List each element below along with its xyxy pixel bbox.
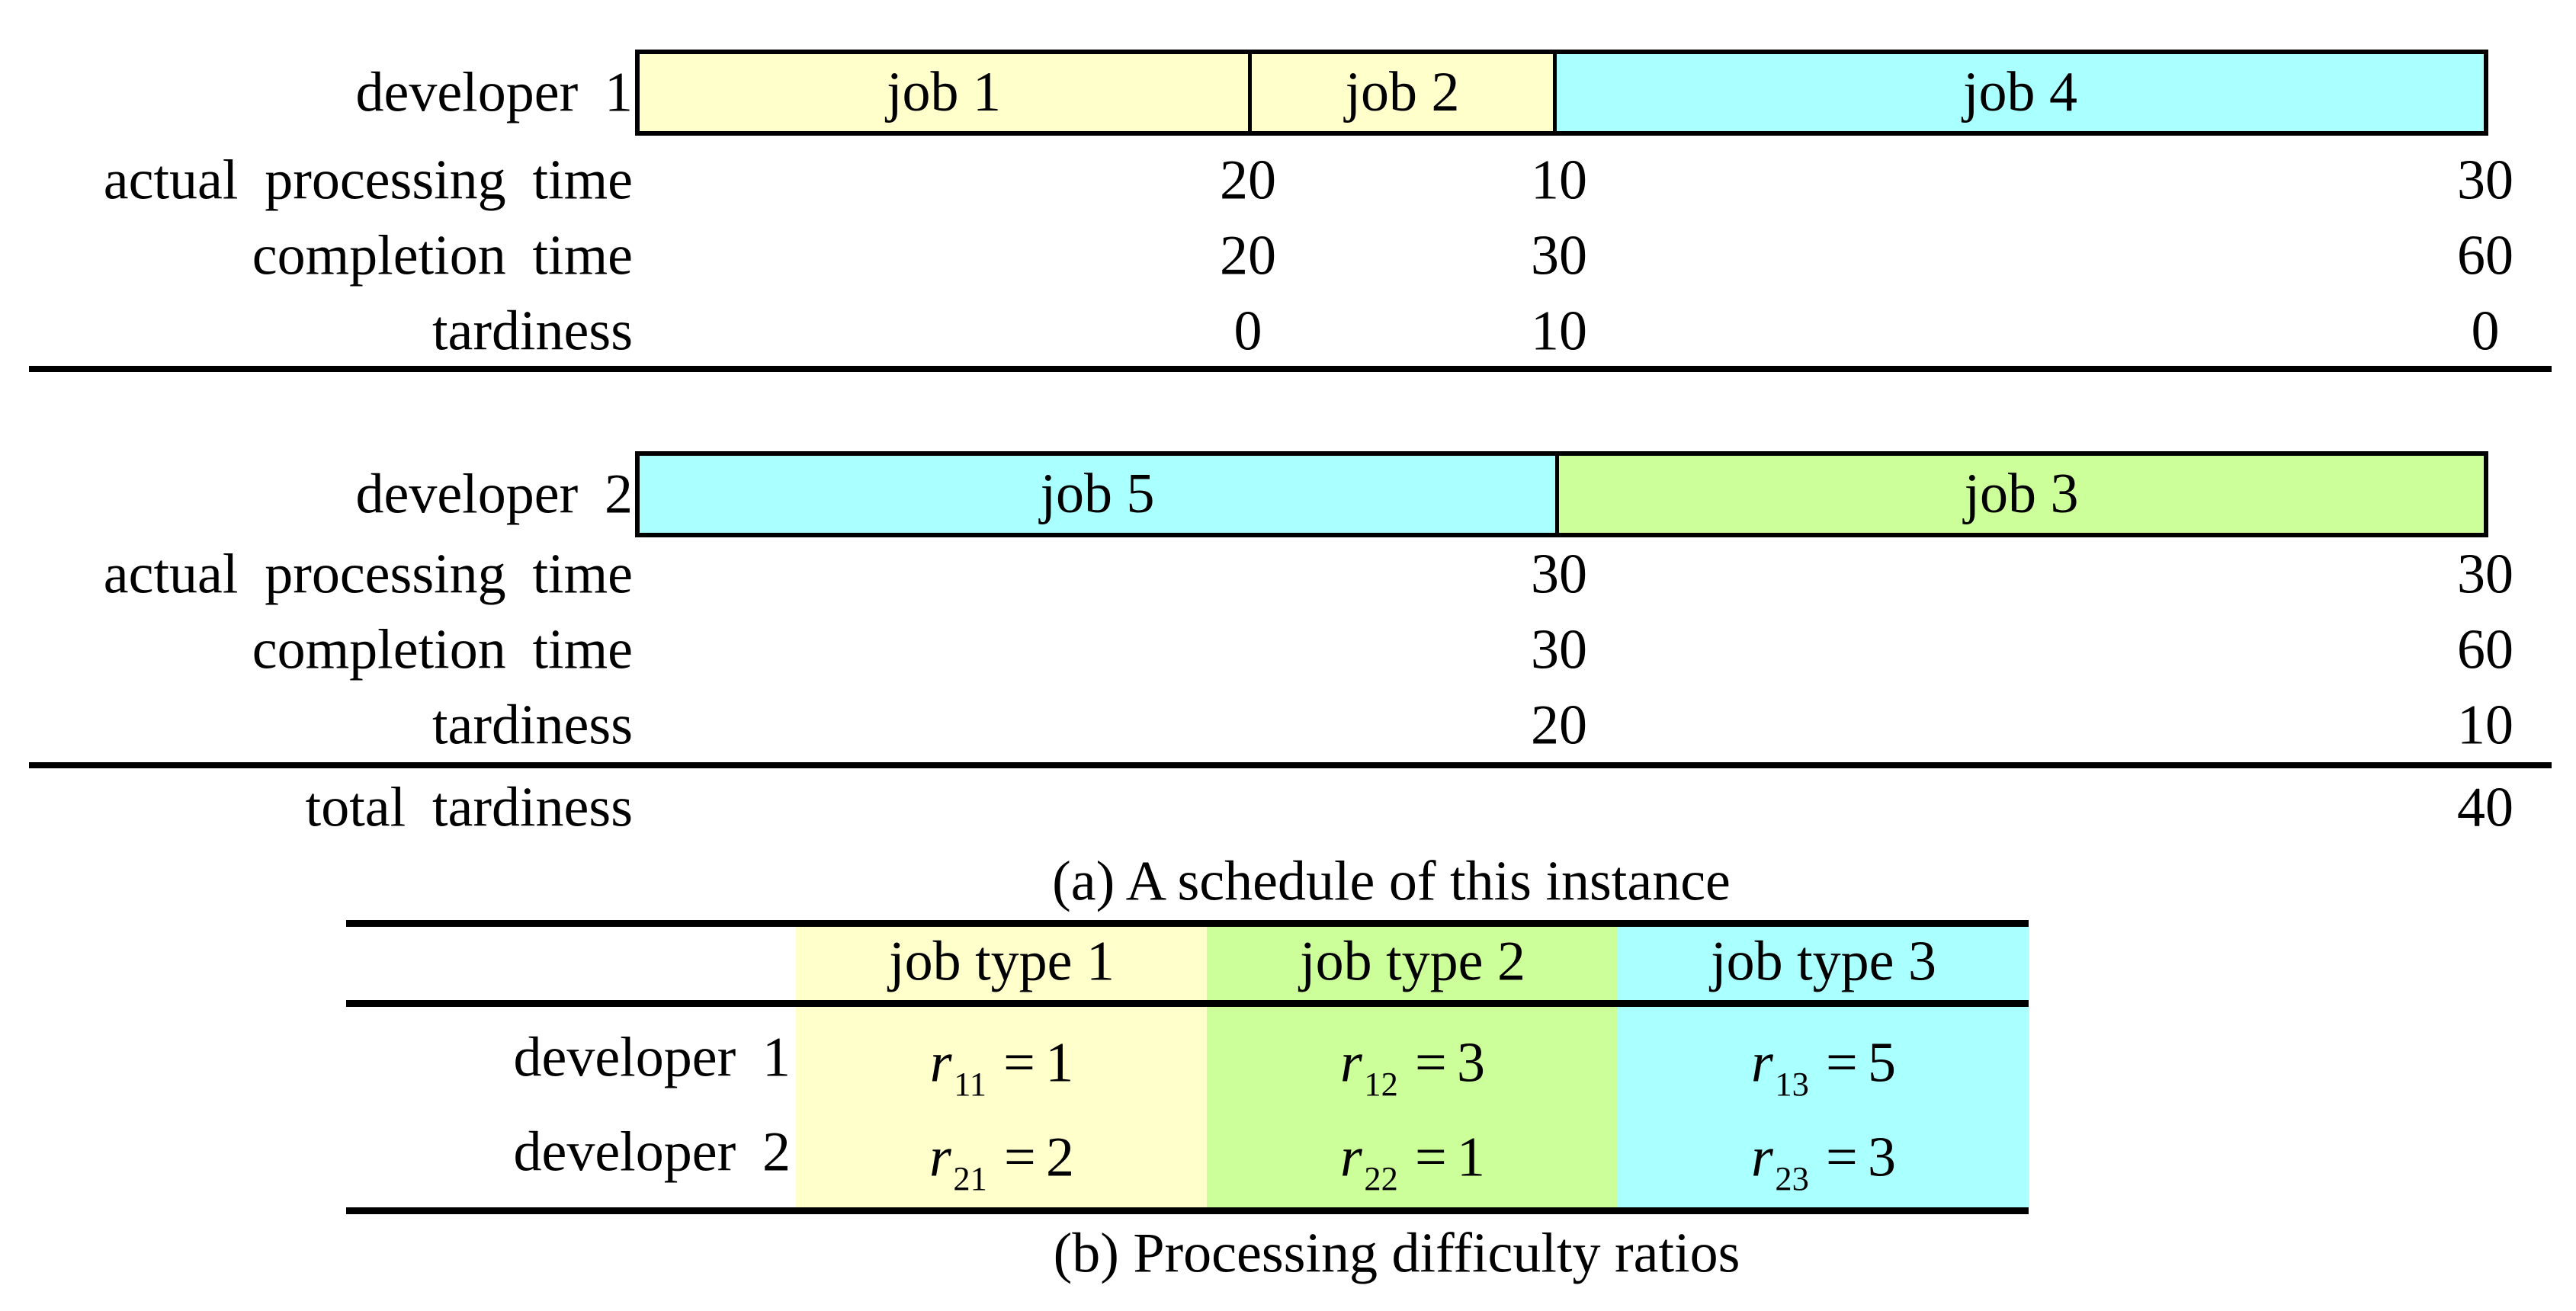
- equals-sign: =: [1003, 1031, 1035, 1095]
- table-bottom-rule: [346, 1207, 2029, 1214]
- dev1-tard-job4-value: 0: [2471, 300, 2500, 363]
- ratio-symbol: r: [1339, 1031, 1362, 1095]
- table-developer-1-label: developer 1: [513, 1026, 791, 1089]
- ratio-value: 2: [1046, 1126, 1075, 1189]
- developer-1-gantt-bar: job 1 job 2 job 4: [635, 50, 2488, 136]
- dev1-ct-job4-value: 60: [2457, 224, 2513, 287]
- job-3-label: job 3: [1964, 463, 2079, 525]
- ratio-subscript: 22: [1364, 1159, 1398, 1198]
- dev2-tard-job5-value: 20: [1531, 694, 1587, 757]
- dev2-actual-processing-time-label: actual processing time: [103, 543, 633, 606]
- ratio-value: 3: [1457, 1031, 1486, 1095]
- caption-b: (b) Processing difficulty ratios: [1053, 1222, 1740, 1285]
- dev2-ct-job3-value: 60: [2457, 618, 2513, 681]
- ratio-symbol: r: [1750, 1031, 1773, 1095]
- table-top-rule: [346, 920, 2029, 927]
- equals-sign: =: [1415, 1031, 1447, 1095]
- ratio-symbol: r: [929, 1031, 952, 1095]
- dev1-completion-time-label: completion time: [252, 224, 633, 287]
- dev1-apt-job1-value: 20: [1220, 149, 1276, 212]
- dev1-tardiness-label: tardiness: [431, 300, 633, 363]
- ratio-r11-cell: r11 = 1: [929, 1031, 1074, 1104]
- developer-1-label: developer 1: [355, 61, 633, 124]
- ratio-r12-cell: r12 = 3: [1339, 1031, 1486, 1104]
- job-2-label: job 2: [1345, 61, 1460, 123]
- ratio-symbol: r: [1339, 1126, 1362, 1189]
- ratio-symbol: r: [929, 1126, 951, 1189]
- job-type-3-column-background: [1618, 920, 2029, 1214]
- job-1-segment: job 1: [640, 54, 1248, 131]
- ratio-value: 3: [1868, 1126, 1897, 1189]
- developer-2-label: developer 2: [355, 463, 633, 526]
- job-1-label: job 1: [886, 61, 1002, 123]
- job-4-label: job 4: [1962, 61, 2078, 123]
- ratio-subscript: 21: [953, 1159, 987, 1198]
- total-tardiness-value: 40: [2457, 776, 2513, 839]
- dev1-actual-processing-time-label: actual processing time: [103, 149, 633, 212]
- dev1-tard-job2-value: 10: [1531, 300, 1587, 363]
- ratio-value: 1: [1045, 1031, 1074, 1095]
- ratio-subscript: 11: [954, 1065, 986, 1104]
- total-tardiness-label: total tardiness: [305, 776, 633, 839]
- table-developer-2-label: developer 2: [513, 1120, 791, 1184]
- dev1-apt-job4-value: 30: [2457, 149, 2513, 212]
- dev2-tardiness-label: tardiness: [431, 694, 633, 757]
- ratio-subscript: 23: [1775, 1159, 1809, 1198]
- header-job-type-3: job type 3: [1711, 930, 1936, 993]
- section-divider-line-1: [29, 366, 2552, 372]
- ratio-value: 1: [1457, 1126, 1486, 1189]
- ratio-symbol: r: [1750, 1126, 1773, 1189]
- ratio-r23-cell: r23 = 3: [1750, 1126, 1897, 1198]
- job-5-label: job 5: [1040, 463, 1155, 525]
- caption-a: (a) A schedule of this instance: [1052, 850, 1731, 913]
- table-header-rule: [346, 1000, 2029, 1007]
- dev1-ct-job2-value: 30: [1531, 224, 1587, 287]
- dev2-tard-job3-value: 10: [2457, 694, 2513, 757]
- section-divider-line-2: [29, 762, 2552, 768]
- dev2-completion-time-label: completion time: [252, 618, 633, 681]
- dev2-apt-job5-value: 30: [1531, 543, 1587, 606]
- developer-2-gantt-bar: job 5 job 3: [635, 451, 2488, 537]
- header-job-type-2: job type 2: [1300, 930, 1525, 993]
- ratio-r13-cell: r13 = 5: [1750, 1031, 1897, 1104]
- ratio-subscript: 13: [1775, 1065, 1809, 1104]
- ratio-r21-cell: r21 = 2: [929, 1126, 1075, 1198]
- job-2-segment: job 2: [1248, 54, 1553, 131]
- dev1-tard-job1-value: 0: [1233, 300, 1262, 363]
- dev1-ct-job1-value: 20: [1220, 224, 1276, 287]
- job-5-segment: job 5: [640, 456, 1555, 533]
- job-3-segment: job 3: [1555, 456, 2484, 533]
- job-type-1-column-background: [796, 920, 1207, 1214]
- job-type-2-column-background: [1207, 920, 1618, 1214]
- equals-sign: =: [1826, 1031, 1858, 1095]
- dev2-apt-job3-value: 30: [2457, 543, 2513, 606]
- ratio-value: 5: [1868, 1031, 1897, 1095]
- dev2-ct-job5-value: 30: [1531, 618, 1587, 681]
- header-job-type-1: job type 1: [889, 930, 1115, 993]
- ratio-r22-cell: r22 = 1: [1339, 1126, 1486, 1198]
- equals-sign: =: [1826, 1126, 1858, 1189]
- equals-sign: =: [1004, 1126, 1036, 1189]
- job-4-segment: job 4: [1553, 54, 2484, 131]
- equals-sign: =: [1415, 1126, 1447, 1189]
- dev1-apt-job2-value: 10: [1531, 149, 1587, 212]
- ratio-subscript: 12: [1364, 1065, 1398, 1104]
